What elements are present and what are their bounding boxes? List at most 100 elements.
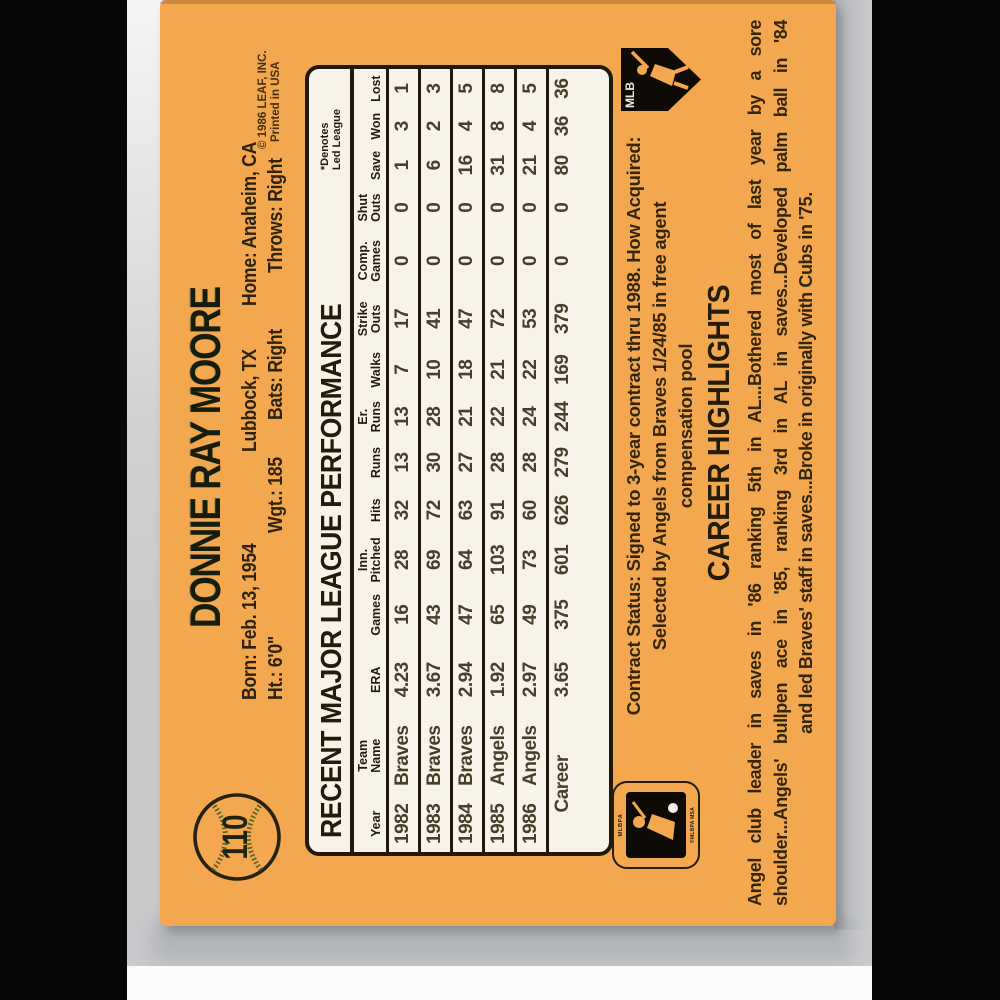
stat-cell: 18: [451, 344, 484, 395]
stat-cell: 6: [419, 144, 452, 187]
stat-cell: 0: [387, 186, 420, 229]
stat-cell: 1986: [515, 795, 548, 852]
stat-col-header: Strike Outs: [354, 293, 388, 345]
stat-cell: 30: [419, 438, 452, 487]
stat-cell: 1: [387, 144, 420, 187]
stat-cell: 2.94: [451, 643, 484, 716]
career-line-2: shoulder...Angels' bullpen ace in '85, r…: [770, 20, 791, 906]
stats-panel: RECENT MAJOR LEAGUE PERFORMANCE *Denotes…: [305, 65, 613, 856]
bio-bats: Bats: Right: [265, 329, 287, 420]
denotes-line-1: *Denotes: [319, 122, 331, 171]
stat-cell: 17: [387, 293, 420, 345]
stat-cell: 72: [483, 293, 516, 345]
career-line-1: Angel club leader in saves in '86 rankin…: [745, 20, 765, 906]
stat-col-header: ERA: [354, 643, 388, 716]
stat-cell: 72: [419, 486, 452, 535]
mlbpa-logo: MLBPA ©MLBPA MSA: [612, 781, 700, 869]
stats-row: 1983 Braves 3.67 43 69 72 30 28 10 41 0 0 6 2 3: [419, 69, 452, 852]
bio-born: Born: Feb. 13, 1954: [239, 543, 261, 700]
bio-weight: Wgt.: 185: [265, 457, 287, 533]
stat-cell: 0: [387, 228, 420, 293]
stats-row: 1986 Angels 2.97 49 73 60 28 24 22 53 0 0 21 4 5: [515, 69, 548, 852]
stat-cell: 27: [451, 438, 484, 487]
stats-panel-header: RECENT MAJOR LEAGUE PERFORMANCE *Denotes…: [309, 69, 354, 852]
card-edge-shadow: [834, 0, 868, 930]
stat-cell: 103: [483, 534, 516, 586]
baseball-icon: [193, 793, 281, 881]
stat-cell: 60: [515, 486, 548, 535]
stat-cell: 36: [552, 78, 573, 99]
stat-cell: 169: [552, 354, 573, 385]
stats-row: 1985 Angels 1.92 65 103 91 28 22 21 72 0 0 31 8 8: [483, 69, 516, 852]
stats-header-row: Year Team Name ERA Games Inn. Pitched Hits Run…: [354, 69, 388, 852]
stat-col-header: Comp. Games: [354, 228, 388, 293]
stat-cell: Braves: [387, 715, 420, 796]
card-shadow: [152, 920, 852, 962]
denotes-note: *Denotes Led League: [319, 109, 343, 170]
stats-row: Career 3.65 375 601 626 279 244 169 379 0 0 80 36 36: [548, 69, 579, 852]
stat-cell: 8: [483, 108, 516, 145]
stat-cell: 91: [483, 486, 516, 535]
career-line-3: and led Braves' staff in saves...Broke i…: [796, 192, 816, 734]
stat-cell: Braves: [451, 715, 484, 796]
stat-col-header: Inn. Pitched: [354, 534, 388, 586]
copyright-line-2: Printed in USA: [270, 61, 282, 142]
stat-cell: 0: [451, 186, 484, 229]
stat-cell: Career: [552, 755, 573, 813]
stat-cell: 2: [419, 108, 452, 145]
stat-cell: 4: [515, 108, 548, 145]
stat-cell: 0: [515, 186, 548, 229]
card-number-baseball-icon: 110: [192, 792, 282, 882]
stat-cell: 22: [515, 344, 548, 395]
stat-cell: 28: [515, 438, 548, 487]
stat-cell: 47: [451, 293, 484, 345]
stat-cell: 7: [387, 344, 420, 395]
career-highlights-heading: CAREER HIGHLIGHTS: [701, 284, 736, 582]
stat-cell: 28: [387, 534, 420, 586]
stat-cell: 63: [451, 486, 484, 535]
card-number: 110: [216, 814, 255, 860]
mlbpa-logo-text: MLBPA: [617, 813, 624, 837]
stat-cell: 379: [552, 303, 573, 334]
stat-cell: 626: [552, 495, 573, 526]
bottom-white-strip: [127, 966, 872, 1000]
stat-cell: 0: [552, 255, 573, 266]
stat-col-header: Save: [354, 144, 388, 187]
copyright-text: © 1986 LEAF, INC. Printed in USA: [257, 50, 283, 149]
stat-cell: 31: [483, 144, 516, 187]
stat-col-header: Walks: [354, 344, 388, 395]
stat-cell: 3.67: [419, 643, 452, 716]
stat-cell: 13: [387, 394, 420, 439]
stat-cell: 69: [419, 534, 452, 586]
stats-table: Year Team Name ERA Games Inn. Pitched Hits Run…: [354, 69, 578, 852]
player-name: DONNIE RAY MOORE: [182, 287, 230, 628]
stat-cell: 4: [451, 108, 484, 145]
stat-cell: 28: [483, 438, 516, 487]
stat-cell: 1982: [387, 795, 420, 852]
stat-cell: 4.23: [387, 643, 420, 716]
stat-col-header: Team Name: [354, 715, 388, 796]
stat-cell: 0: [419, 228, 452, 293]
stat-col-header: Lost: [354, 69, 388, 109]
bio-home: Home: Anaheim, CA: [239, 141, 261, 306]
contract-status-block: Contract Status: Signed to 3-year contra…: [621, 56, 699, 796]
stat-cell: 0: [483, 186, 516, 229]
left-black-bar: [0, 0, 127, 1000]
stat-cell: 65: [483, 585, 516, 644]
stat-cell: 0: [552, 202, 573, 213]
stat-cell: 43: [419, 585, 452, 644]
stat-cell: 21: [483, 344, 516, 395]
mlbpa-logo-mark: [626, 792, 686, 858]
stat-cell: 47: [451, 585, 484, 644]
stat-cell: 3: [419, 69, 452, 109]
stat-cell: 1: [387, 69, 420, 109]
stat-cell: 244: [552, 401, 573, 432]
stat-cell: 13: [387, 438, 420, 487]
stat-cell: 10: [419, 344, 452, 395]
denotes-line-2: Led League: [331, 109, 343, 171]
stat-cell: 5: [515, 69, 548, 109]
stat-cell: 16: [387, 585, 420, 644]
stat-cell: 0: [515, 228, 548, 293]
stat-cell: 16: [451, 144, 484, 187]
stat-col-header: Er. Runs: [354, 394, 388, 439]
